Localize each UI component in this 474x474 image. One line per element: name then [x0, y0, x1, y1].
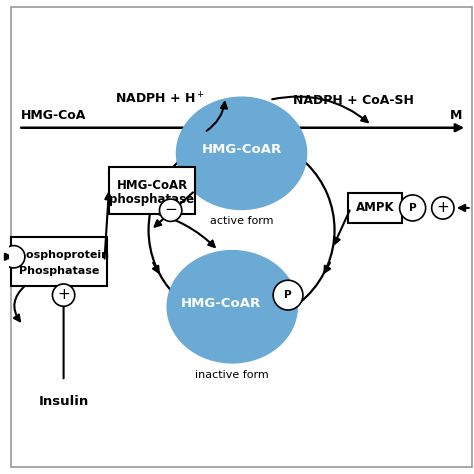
Text: AMPK: AMPK [356, 201, 394, 214]
Circle shape [273, 280, 303, 310]
Text: HMG-CoA: HMG-CoA [21, 109, 86, 122]
Text: HMG-CoAR: HMG-CoAR [117, 179, 188, 192]
Circle shape [2, 246, 25, 268]
Circle shape [400, 195, 426, 221]
Text: phosphatase: phosphatase [109, 193, 195, 206]
Text: active form: active form [210, 217, 273, 227]
Text: Phosphatase: Phosphatase [19, 266, 99, 276]
Text: HMG-CoAR: HMG-CoAR [201, 143, 282, 156]
Circle shape [53, 284, 75, 306]
FancyBboxPatch shape [11, 237, 107, 286]
Text: Insulin: Insulin [38, 395, 89, 408]
Text: −: − [164, 202, 177, 217]
Ellipse shape [167, 251, 297, 363]
Text: HMG-CoAR: HMG-CoAR [181, 297, 261, 310]
Text: +: + [57, 287, 70, 301]
Circle shape [159, 199, 182, 221]
Text: inactive form: inactive form [195, 370, 269, 380]
Ellipse shape [176, 97, 307, 210]
FancyBboxPatch shape [348, 193, 402, 223]
Text: P: P [409, 203, 417, 213]
Text: NADPH + CoA-SH: NADPH + CoA-SH [292, 94, 413, 107]
Text: +: + [437, 200, 449, 215]
Text: NADPH + H$^+$: NADPH + H$^+$ [115, 91, 205, 107]
Text: Phosphoprotein: Phosphoprotein [9, 250, 109, 260]
Text: P: P [284, 290, 292, 300]
Text: M: M [450, 109, 462, 122]
Circle shape [432, 197, 454, 219]
FancyBboxPatch shape [109, 167, 195, 214]
